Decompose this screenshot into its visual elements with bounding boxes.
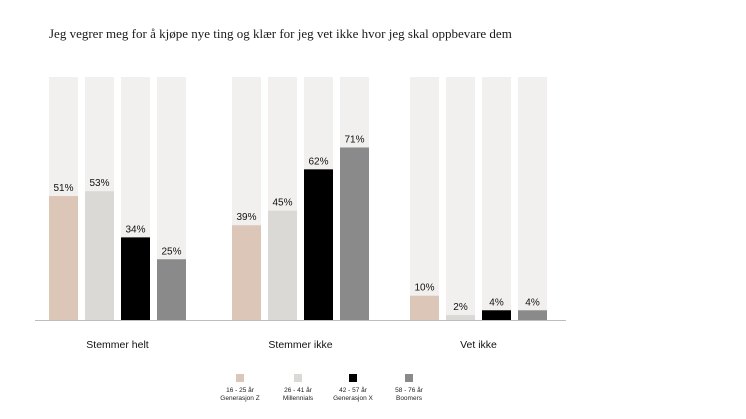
legend-item: 58 - 76 år Boomers	[369, 374, 449, 403]
bar-track	[446, 77, 475, 320]
chart-title: Jeg vegrer meg for å kjøpe nye ting og k…	[49, 26, 512, 41]
data-label: 25%	[161, 246, 181, 257]
legend-label: Generasjon Z	[220, 395, 260, 402]
legend-label: 58 - 76 år	[395, 387, 423, 394]
bar-3-3	[482, 310, 511, 320]
bar-1-4	[157, 259, 186, 320]
legend-item: 16 - 25 år Generasjon Z	[200, 374, 280, 403]
data-label: 53%	[89, 178, 109, 189]
data-label: 62%	[308, 156, 328, 167]
bar-2-1	[232, 225, 261, 320]
legend-item: 42 - 57 år Generasjon X	[313, 374, 393, 403]
data-label: 51%	[53, 183, 73, 194]
bar-3-2	[446, 315, 475, 320]
chart-legend: 16 - 25 år Generasjon Z 26 - 41 år Millenni…	[0, 374, 746, 414]
legend-swatch	[405, 374, 413, 382]
data-label: 2%	[453, 302, 468, 313]
data-label: 10%	[414, 283, 434, 294]
bar-2-2	[268, 210, 297, 320]
data-label: 39%	[236, 212, 256, 223]
bar-3-4	[518, 310, 547, 320]
data-label: 4%	[525, 297, 540, 308]
legend-label: 26 - 41 år	[284, 387, 312, 394]
legend-swatch	[236, 374, 244, 382]
bar-1-1	[49, 196, 78, 320]
data-label: 71%	[344, 134, 364, 145]
bar-track	[482, 77, 511, 320]
bar-1-3	[121, 237, 150, 320]
category-label: Vet ikke	[460, 339, 497, 351]
legend-label: Millennials	[282, 395, 314, 402]
legend-label: 16 - 25 år	[226, 387, 254, 394]
bar-2-4	[340, 147, 369, 320]
data-label: 34%	[125, 224, 145, 235]
legend-label: Generasjon X	[333, 395, 373, 402]
legend-swatch	[294, 374, 302, 382]
legend-label: 42 - 57 år	[339, 387, 367, 394]
bar-track	[518, 77, 547, 320]
category-label: Stemmer helt	[86, 339, 149, 351]
data-label: 4%	[489, 297, 504, 308]
legend-item: 26 - 41 år Millennials	[258, 374, 338, 403]
legend-swatch	[349, 374, 357, 382]
category-label: Stemmer ikke	[268, 339, 332, 351]
legend-label: Boomers	[395, 395, 422, 402]
bar-3-1	[410, 295, 439, 320]
bar-chart: 51% 53% 34% 25% Stemmer helt 39% 45% 62% 71% Stem…	[35, 77, 566, 351]
bar-2-3	[304, 169, 333, 320]
bar-1-2	[85, 191, 114, 320]
data-label: 45%	[272, 198, 292, 209]
bar-track	[410, 77, 439, 320]
